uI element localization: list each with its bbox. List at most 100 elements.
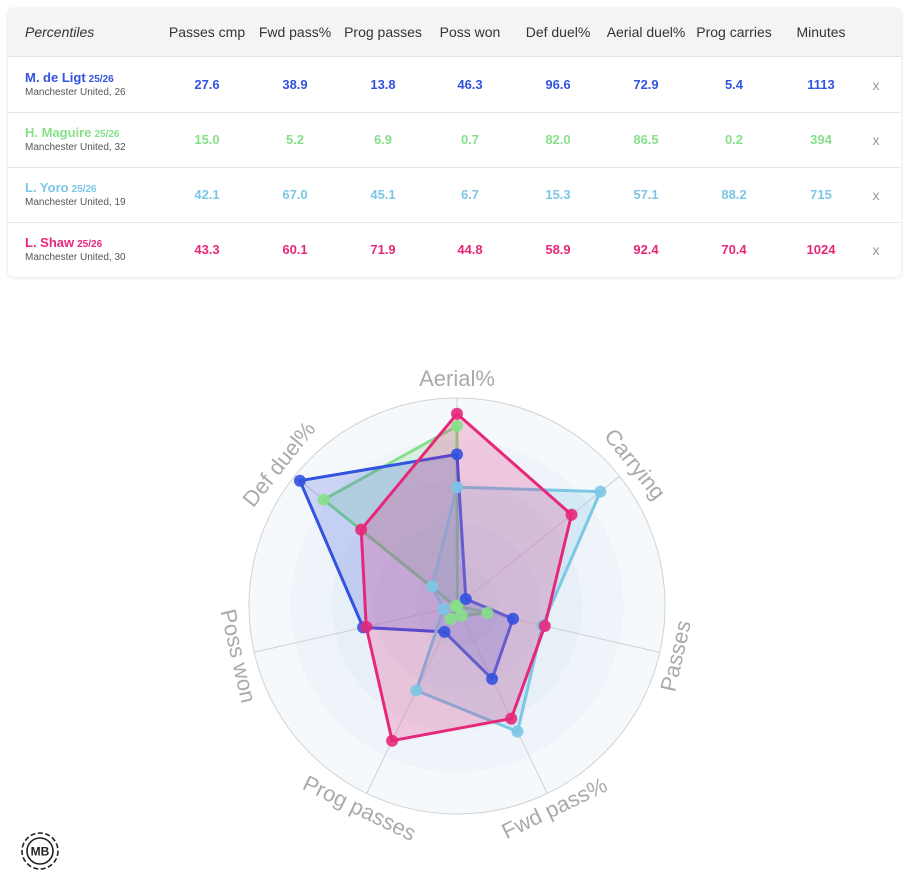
remove-player-button[interactable]: x [872,76,880,93]
stat-value: 13.8 [370,77,396,92]
logo-text: MB [31,845,50,859]
player-season: 25/26 [77,239,103,250]
col-aerial-duel: Aerial duel% [606,24,686,40]
series-point [449,600,462,613]
remove-player-button[interactable]: x [872,241,880,258]
stat-value: 57.1 [633,187,659,202]
stat-value: 72.9 [633,77,659,92]
series-point [451,448,463,461]
series-point [438,625,451,638]
stat-value: 43.3 [194,242,220,257]
series-point [410,684,423,697]
series-point [355,523,368,536]
player-name[interactable]: H. Maguire 25/26 [25,125,120,140]
remove-player-button[interactable]: x [872,186,880,203]
series-point [437,603,450,616]
series-point [451,481,463,494]
stat-value: 70.4 [721,242,747,257]
stat-value: 45.1 [370,187,396,202]
table-row: L. Shaw 25/26 Manchester United, 30 43.3 60.… [8,222,901,277]
stat-value: 60.1 [282,242,308,257]
series-area [359,412,573,743]
stat-value: 5.2 [285,132,305,147]
series-point [511,725,524,738]
player-team: Manchester United, 30 [25,252,126,263]
stat-value: 38.9 [282,77,308,92]
stat-value: 92.4 [633,242,659,257]
stat-value: 58.9 [545,242,571,257]
stat-value: 1024 [806,242,836,257]
col-prog-passes: Prog passes [344,24,422,40]
comparison-table: Percentiles Passes cmp Fwd pass% Prog pa… [8,8,901,277]
stat-value: 44.8 [457,242,483,257]
player-name[interactable]: M. de Ligt 25/26 [25,70,114,85]
radar-spoke [456,475,620,607]
series-point [426,580,439,593]
col-minutes: Minutes [796,24,846,40]
stat-value: 5.4 [724,77,744,92]
player-name-text: L. Shaw [25,235,75,250]
series-point [386,734,399,747]
table-header: Percentiles Passes cmp Fwd pass% Prog pa… [8,8,901,57]
stat-value: 86.5 [633,132,659,147]
stat-value: 71.9 [370,242,396,257]
stat-value: 1113 [807,77,835,92]
series-point [565,508,578,521]
stat-value: 42.1 [194,187,220,202]
stat-value: 82.0 [545,132,571,147]
series-point [538,620,551,632]
col-prog-carries: Prog carries [696,24,772,40]
series-point [505,712,518,725]
stat-value: 0.2 [724,132,744,147]
axis-label: Aerial% [419,366,495,391]
percentiles-header: Percentiles [25,24,95,40]
stat-value: 96.6 [545,77,571,92]
player-name[interactable]: L. Yoro 25/26 [25,180,97,195]
player-name-text: H. Maguire [25,125,92,140]
series-point [293,474,306,487]
series-point [317,493,330,506]
player-season: 25/26 [88,74,114,85]
series-point [455,609,468,622]
stat-value: 15.3 [545,187,571,202]
series-point [486,672,499,685]
player-team: Manchester United, 32 [25,142,126,153]
remove-player-button[interactable]: x [872,131,880,148]
col-poss-won: Poss won [439,24,501,40]
table-row: L. Yoro 25/26 Manchester United, 19 42.1 67.… [8,167,901,223]
stat-value: 88.2 [721,187,747,202]
radar-spoke [456,605,548,794]
player-name-text: L. Yoro [25,180,69,195]
stat-value: 15.0 [194,132,220,147]
col-def-duel: Def duel% [525,24,591,40]
player-name-text: M. de Ligt [25,70,86,85]
player-name[interactable]: L. Shaw 25/26 [25,235,102,250]
series-point [507,612,519,625]
stat-value: 6.9 [373,132,393,147]
col-fwd-pass: Fwd pass% [258,24,332,40]
stat-value: 715 [810,187,832,202]
player-season: 25/26 [71,184,97,195]
player-season: 25/26 [94,129,120,140]
series-point [481,606,494,619]
series-point [451,420,463,433]
mb-logo: MB [21,832,59,870]
radar-spoke [254,605,458,653]
player-team: Manchester United, 26 [25,87,126,98]
stat-value: 46.3 [457,77,483,92]
table-row: H. Maguire 25/26 Manchester United, 32 15.0… [8,112,901,168]
series-point [459,593,472,605]
stat-value: 6.7 [460,187,480,202]
table-row: M. de Ligt 25/26 Manchester United, 26 27.6… [8,57,901,113]
stat-value: 394 [810,132,832,147]
stat-value: 27.6 [194,77,220,92]
series-point [451,407,463,420]
series-point [444,612,457,625]
stat-value: 0.7 [460,132,480,147]
stat-value: 67.0 [282,187,308,202]
player-team: Manchester United, 19 [25,197,126,208]
series-point [360,620,373,633]
col-passes-cmp: Passes cmp [168,24,246,40]
series-area [298,452,515,681]
